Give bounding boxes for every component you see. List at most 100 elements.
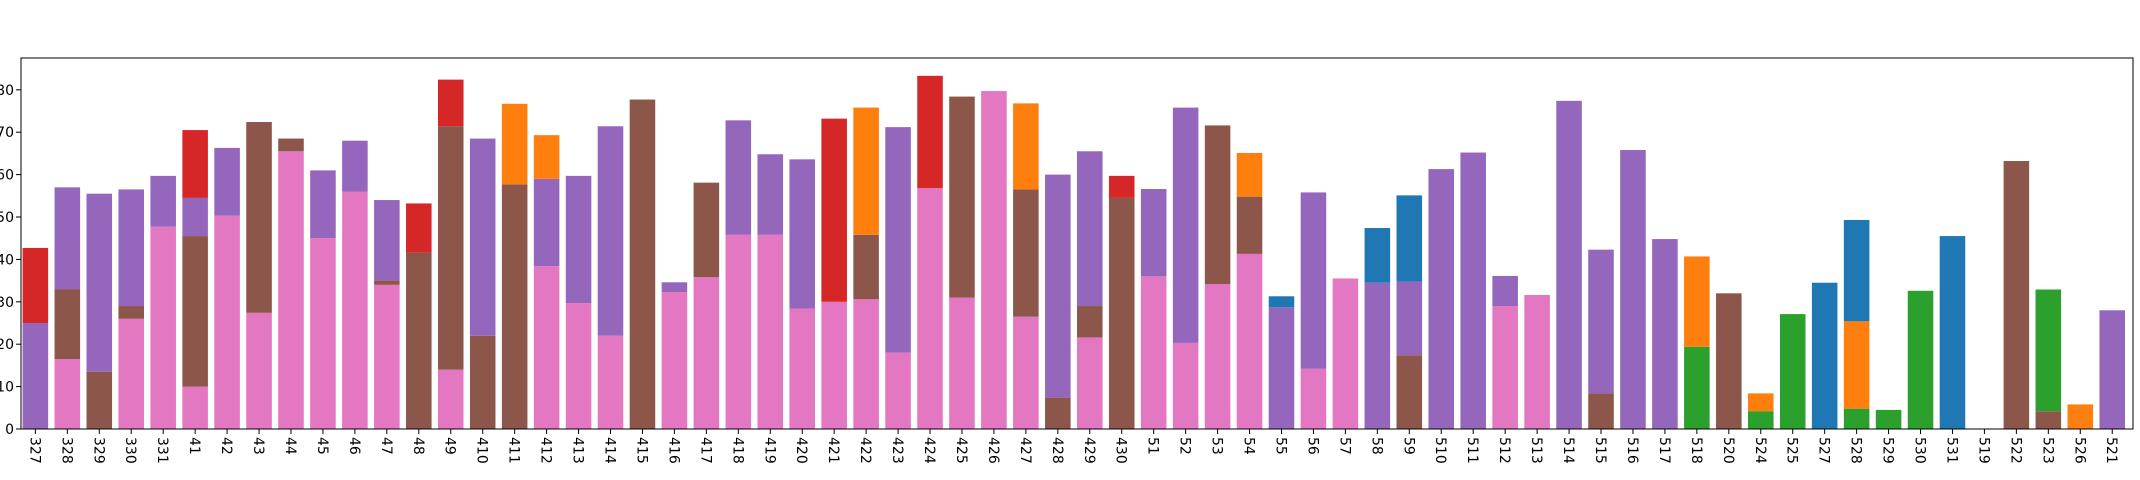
bar-segment — [853, 299, 879, 429]
x-tick-label: 426 — [985, 437, 1001, 464]
bar-segment — [1204, 283, 1231, 429]
x-tick-label: 515 — [1592, 437, 1608, 464]
bar-segment — [1077, 337, 1103, 429]
bar-segment — [374, 284, 400, 429]
bar-segment — [1236, 196, 1263, 254]
bar-segment — [86, 371, 113, 429]
bar-segment — [1268, 307, 1295, 429]
x-tick-label: 414 — [602, 437, 618, 464]
x-tick-label: 56 — [1304, 437, 1320, 455]
bar-segment — [1843, 321, 1870, 409]
bar-segment — [1364, 228, 1391, 283]
x-tick-label: 425 — [953, 437, 969, 464]
bar-segment — [86, 193, 113, 372]
bar-segment — [1620, 150, 1646, 429]
x-tick-label: 529 — [1880, 437, 1896, 464]
x-tick-label: 530 — [1912, 437, 1928, 464]
x-tick-label: 42 — [218, 437, 234, 455]
bar-segment — [1140, 276, 1167, 429]
x-tick-label: 520 — [1720, 437, 1736, 464]
bar-segment — [342, 191, 368, 429]
bar-segment — [1684, 346, 1710, 429]
bar-segment — [1236, 253, 1263, 429]
y-tick-label: 70 — [0, 125, 14, 141]
bar-segment — [1204, 125, 1231, 284]
bar-segment — [1013, 189, 1039, 317]
x-tick-label: 43 — [250, 437, 266, 455]
bar-segment — [661, 282, 688, 293]
x-tick-label: 59 — [1400, 437, 1416, 455]
bar-segment — [22, 247, 49, 323]
bar-segment — [1779, 314, 1806, 429]
x-tick-label: 410 — [474, 437, 490, 464]
y-tick-label: 40 — [0, 252, 14, 268]
bar-segment — [981, 91, 1007, 430]
x-tick-label: 416 — [665, 437, 681, 464]
bar-segment — [1460, 152, 1486, 429]
bar-segment — [2003, 161, 2030, 430]
bar-segment — [1108, 197, 1135, 429]
bar-segment — [853, 107, 879, 235]
bar-segment — [853, 234, 879, 300]
x-tick-label: 413 — [570, 437, 586, 464]
bar-segment — [789, 159, 815, 309]
bar-segment — [469, 138, 496, 336]
x-tick-label: 46 — [346, 437, 362, 455]
x-tick-label: 510 — [1432, 437, 1448, 464]
x-tick-label: 531 — [1943, 437, 1959, 464]
bar-segment — [310, 170, 336, 239]
x-tick-label: 522 — [2007, 437, 2023, 464]
bar-segment — [1268, 296, 1295, 308]
bar-segment — [1045, 174, 1071, 398]
bar-segment — [1907, 290, 1934, 429]
bar-segment — [374, 200, 400, 281]
bar-segment — [1396, 281, 1423, 356]
bar-segment — [1077, 151, 1103, 307]
bar-segment — [374, 280, 400, 285]
bar-segment — [1747, 393, 1774, 412]
bar-segment — [437, 126, 464, 370]
bar-segment — [821, 118, 847, 302]
x-tick-label: 423 — [889, 437, 905, 464]
x-tick-label: 525 — [1784, 437, 1800, 464]
bar-segment — [1236, 152, 1263, 197]
x-tick-label: 517 — [1656, 437, 1672, 464]
bar-segment — [1684, 256, 1710, 347]
bar-segment — [1875, 409, 1902, 429]
x-tick-label: 518 — [1688, 437, 1704, 464]
bar-segment — [469, 335, 496, 429]
x-tick-label: 419 — [761, 437, 777, 464]
bar-segment — [949, 297, 975, 429]
x-tick-label: 516 — [1624, 437, 1640, 464]
bar-segment — [406, 252, 432, 429]
x-tick-label: 53 — [1209, 437, 1225, 455]
bar-segment — [917, 188, 943, 429]
bar-segment — [1077, 306, 1103, 338]
bar-segment — [533, 178, 560, 267]
bar-segment — [278, 138, 304, 152]
y-tick-label: 80 — [0, 83, 14, 99]
bar-segment — [2035, 411, 2062, 429]
bar-segment — [182, 197, 208, 237]
y-tick-label: 10 — [0, 380, 14, 396]
y-tick-label: 50 — [0, 210, 14, 226]
x-tick-label: 421 — [825, 437, 841, 464]
bar-segment — [22, 323, 49, 429]
bar-segment — [1300, 192, 1327, 369]
bar-segment — [54, 289, 81, 360]
bar-segment — [246, 312, 272, 429]
x-tick-label: 422 — [857, 437, 873, 464]
x-tick-label: 420 — [793, 437, 809, 464]
bar-segment — [150, 175, 176, 227]
x-tick-label: 58 — [1368, 437, 1384, 455]
bar-segment — [182, 386, 208, 429]
x-tick-label: 519 — [1975, 437, 1991, 464]
bar-segment — [1939, 236, 1966, 429]
bar-segment — [1843, 408, 1870, 429]
bar-segment — [1108, 175, 1135, 198]
bar-segment — [821, 301, 847, 429]
x-tick-label: 429 — [1081, 437, 1097, 464]
bar-segment — [1588, 393, 1614, 429]
bar-segment — [565, 303, 592, 429]
bar-segment — [278, 151, 304, 429]
